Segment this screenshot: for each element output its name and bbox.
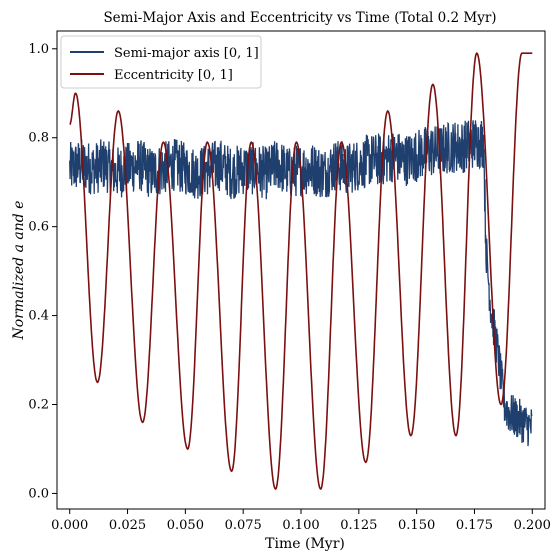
x-axis-ticks: 0.000 0.025 0.050 0.075 0.100 0.125 0.150 0.175… [51, 509, 551, 533]
x-tick-label: 0.125 [340, 518, 377, 533]
x-tick-label: 0.050 [167, 518, 204, 533]
y-tick-label: 0.8 [28, 131, 49, 146]
chart-title: Semi-Major Axis and Eccentricity vs Time… [103, 10, 496, 26]
series-line-eccentricity [69, 52, 533, 491]
y-tick-label: 0.2 [28, 398, 49, 413]
x-axis-label: Time (Myr) [265, 536, 345, 552]
x-tick-label: 0.075 [225, 518, 262, 533]
x-tick-label: 0.025 [109, 518, 146, 533]
series-layer [69, 52, 533, 491]
legend-box [60, 35, 262, 89]
y-tick-label: 1.0 [28, 42, 49, 57]
legend-label-semi-major-axis: Semi-major axis [0, 1] [114, 46, 259, 61]
x-tick-label: 0.150 [398, 518, 435, 533]
x-tick-label: 0.200 [514, 518, 551, 533]
y-tick-label: 0.6 [28, 220, 49, 235]
series-line-semi-major-axis [69, 120, 533, 447]
x-tick-label: 0.175 [456, 518, 493, 533]
x-tick-label: 0.100 [282, 518, 319, 533]
legend: Semi-major axis [0, 1] Eccentricity [0, … [60, 35, 262, 89]
x-tick-label: 0.000 [51, 518, 88, 533]
y-axis-label: Normalized a and e [11, 201, 27, 341]
legend-label-eccentricity: Eccentricity [0, 1] [114, 68, 233, 83]
y-tick-label: 0.4 [28, 309, 49, 324]
y-tick-label: 0.0 [28, 486, 49, 501]
y-axis-ticks: 0.0 0.2 0.4 0.6 0.8 1.0 [28, 42, 57, 501]
plot-area: 0.000 0.025 0.050 0.075 0.100 0.125 0.150 0.175… [28, 30, 551, 533]
